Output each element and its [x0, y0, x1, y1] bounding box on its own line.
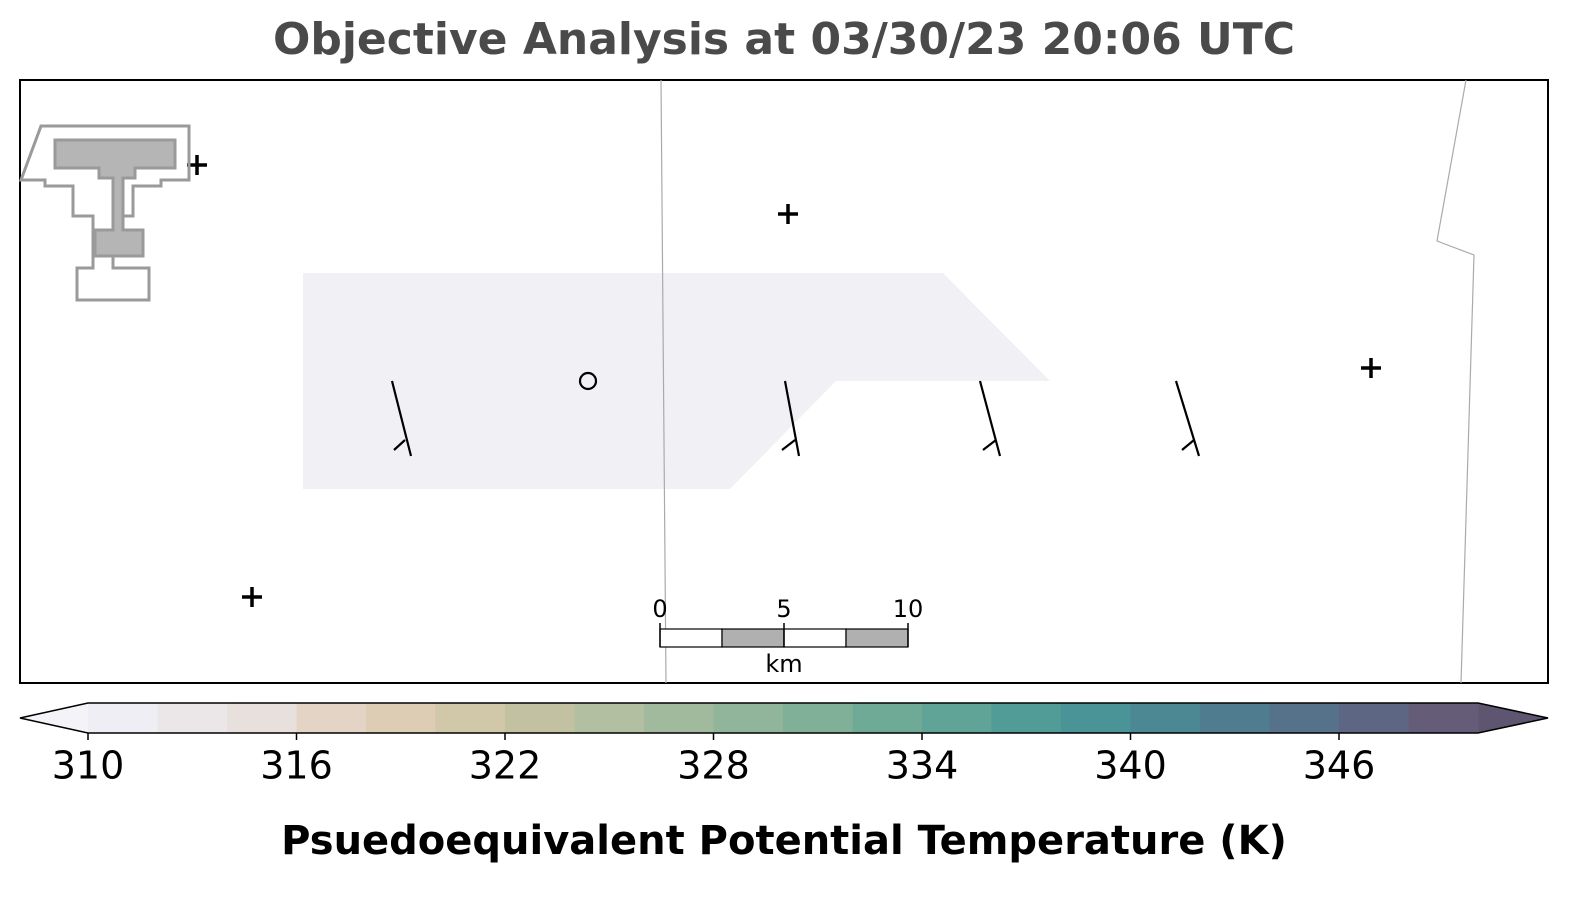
colorbar-bin	[852, 703, 923, 733]
colorbar-bin	[366, 703, 436, 733]
colorbar-extend-high	[1478, 703, 1548, 733]
colorbar-bin	[1200, 703, 1270, 733]
colorbar-bin	[574, 703, 645, 733]
colorbar-bin	[88, 703, 158, 733]
colorbar-tick-label: 346	[1303, 744, 1376, 788]
colorbar-bin	[435, 703, 506, 733]
colorbar-tick-label: 334	[886, 744, 959, 788]
scale-segment	[783, 628, 847, 648]
colorbar-bin	[227, 703, 297, 733]
scale-segment	[659, 628, 723, 648]
scale-tick-label: 10	[893, 595, 924, 623]
colorbar-label: Psuedoequivalent Potential Temperature (…	[281, 818, 1287, 864]
colorbar-bin	[644, 703, 714, 733]
colorbar-bin	[1130, 703, 1201, 733]
scale-tick-label: 5	[776, 595, 791, 623]
county-line	[660, 79, 667, 684]
colorbar-bin	[157, 703, 228, 733]
colorbar-tick-label: 328	[677, 744, 750, 788]
colorbar-tick-label: 310	[52, 744, 125, 788]
colorbar-extend-low	[20, 703, 88, 733]
colorbar-bin	[505, 703, 575, 733]
map	[18, 79, 1549, 684]
scale-bar: km 0 5 10	[652, 595, 923, 678]
colorbar-bin	[922, 703, 992, 733]
colorbar-tick-label: 316	[260, 744, 333, 788]
county-line	[1436, 79, 1475, 684]
colorbar-bin	[1408, 703, 1479, 733]
colorbar-bin	[991, 703, 1062, 733]
station-markers	[187, 155, 1381, 607]
colorbar-bin	[713, 703, 784, 733]
colorbar-bin	[296, 703, 367, 733]
colorbar-tick-label: 322	[469, 744, 542, 788]
colorbar-bin	[783, 703, 853, 733]
colorbar: Psuedoequivalent Potential Temperature (…	[19, 702, 1549, 864]
wind-barbs	[390, 371, 1201, 457]
colorbar-bin	[1339, 703, 1409, 733]
logo	[18, 124, 191, 302]
title: Objective Analysis at 03/30/23 20:06 UTC	[273, 14, 1295, 65]
analysis-shading	[303, 273, 1050, 489]
colorbar-bin	[1269, 703, 1340, 733]
scale-segment	[721, 628, 785, 648]
colorbar-tick-label: 340	[1094, 744, 1167, 788]
colorbar-bin	[1061, 703, 1131, 733]
scale-unit: km	[765, 650, 802, 678]
scale-segment	[845, 628, 909, 648]
scale-tick-label: 0	[652, 595, 667, 623]
